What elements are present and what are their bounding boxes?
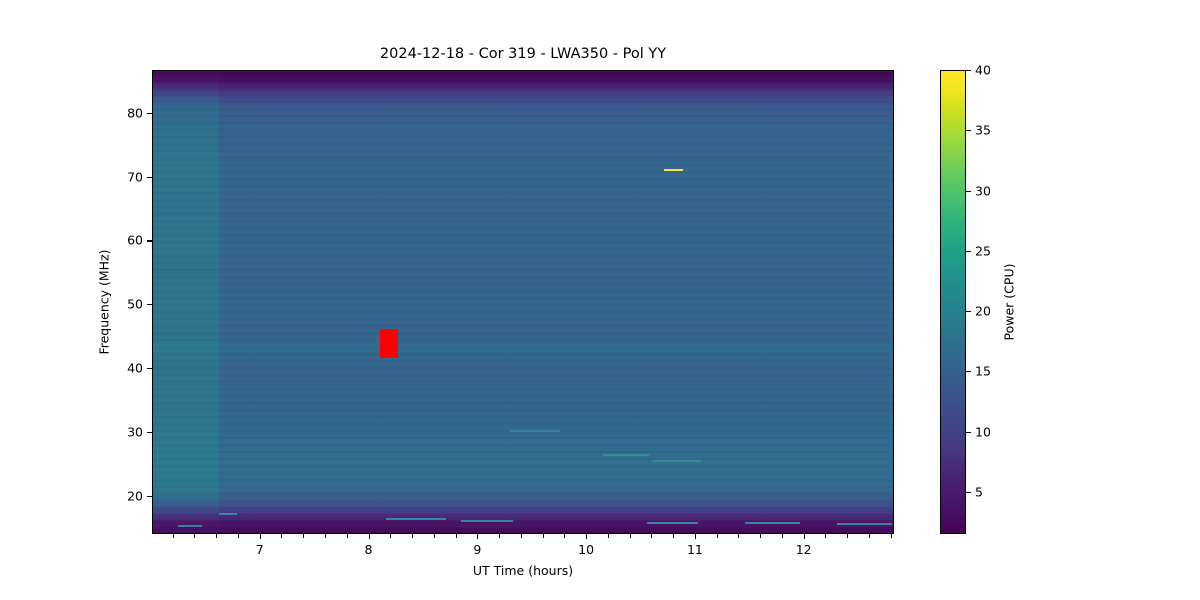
spectrum-segment-main (219, 71, 893, 533)
x-axis-tick-label: 7 (255, 542, 264, 557)
colorbar-tick-label: 25 (975, 243, 991, 259)
y-axis-tick-label: 60 (127, 232, 143, 248)
y-axis-tick (147, 112, 152, 114)
x-axis-tick (368, 534, 370, 539)
colorbar-tick (966, 250, 971, 252)
x-axis-minor-tick (172, 534, 174, 538)
y-axis-tick-label: 30 (127, 424, 143, 440)
colorbar-tick-label: 20 (975, 303, 991, 319)
x-axis-minor-tick (520, 534, 522, 538)
streak-e (385, 518, 446, 521)
x-axis-minor-tick (194, 534, 196, 538)
colorbar-tick-label: 30 (975, 183, 991, 199)
y-axis-tick-label: 80 (127, 105, 143, 121)
x-axis-minor-tick (847, 534, 849, 538)
x-axis-label: UT Time (hours) (472, 563, 574, 578)
x-axis-tick (586, 534, 588, 539)
x-axis-minor-tick (825, 534, 827, 538)
y-axis-tick-label: 70 (127, 169, 143, 185)
x-axis-minor-tick (760, 534, 762, 538)
x-axis-minor-tick (281, 534, 283, 538)
x-axis-minor-tick (324, 534, 326, 538)
x-axis-minor-tick (390, 534, 392, 538)
streak-h (744, 522, 801, 525)
y-axis-label: Frequency (MHz) (96, 249, 112, 355)
x-axis-minor-tick (499, 534, 501, 538)
spectrum-segment-early (153, 71, 220, 533)
x-axis-minor-tick (868, 534, 870, 538)
dynamic-spectrum-heatmap[interactable] (152, 70, 894, 534)
streak-d (178, 525, 202, 528)
y-axis-tick (147, 176, 152, 178)
x-axis-tick (259, 534, 261, 539)
x-axis-tick-label: 12 (795, 542, 812, 557)
x-axis-minor-tick (303, 534, 305, 538)
x-axis-minor-tick (629, 534, 631, 538)
y-axis-tick (147, 495, 152, 497)
x-axis-tick (803, 534, 805, 539)
colorbar-tick (966, 431, 971, 433)
colorbar-tick-label: 35 (975, 122, 991, 138)
x-axis-minor-tick (564, 534, 566, 538)
colorbar-tick-label: 40 (975, 62, 991, 78)
x-axis-minor-tick (216, 534, 218, 538)
y-axis-tick (147, 368, 152, 370)
colorbar-tick (966, 491, 971, 493)
x-axis-minor-tick (781, 534, 783, 538)
y-axis-tick (147, 431, 152, 433)
x-axis-minor-tick (237, 534, 239, 538)
y-axis-tick-label: 20 (127, 488, 143, 504)
colorbar-tick (966, 130, 971, 132)
x-axis-tick (477, 534, 479, 539)
colorbar-tick (966, 371, 971, 373)
x-axis-tick-label: 10 (578, 542, 595, 557)
streak-f (460, 519, 514, 522)
colorbar-tick (966, 190, 971, 192)
x-axis-minor-tick (542, 534, 544, 538)
x-axis-minor-tick (651, 534, 653, 538)
x-axis-minor-tick (455, 534, 457, 538)
colorbar[interactable] (940, 70, 966, 534)
x-axis-minor-tick (412, 534, 414, 538)
streak-c (652, 459, 702, 462)
colorbar-tick-label: 15 (975, 363, 991, 379)
x-axis-minor-tick (890, 534, 892, 538)
y-axis-tick (147, 304, 152, 306)
x-axis-tick (694, 534, 696, 539)
x-axis-minor-tick (673, 534, 675, 538)
x-axis-minor-tick (607, 534, 609, 538)
x-axis-minor-tick (716, 534, 718, 538)
colorbar-tick-label: 10 (975, 424, 991, 440)
y-axis-tick (147, 240, 152, 242)
colorbar-tick-label: 5 (975, 484, 983, 500)
spectrum-channel-striping (153, 71, 893, 533)
x-axis-minor-tick (738, 534, 740, 538)
colorbar-tick (966, 70, 971, 72)
x-axis-minor-tick (433, 534, 435, 538)
rfi-flag-box (380, 328, 398, 358)
page-title: 2024-12-18 - Cor 319 - LWA350 - Pol YY (379, 46, 667, 62)
x-axis-minor-tick (346, 534, 348, 538)
streak-b (603, 453, 650, 456)
bright-emission-streak (664, 169, 683, 172)
streak-g (646, 522, 699, 525)
y-axis-tick-label: 40 (127, 360, 143, 376)
streak-j (219, 513, 237, 516)
y-axis-tick-label: 50 (127, 296, 143, 312)
streak-i (837, 522, 892, 525)
streak-a (509, 429, 560, 432)
colorbar-tick (966, 311, 971, 313)
colorbar-label: Power (CPU) (1001, 263, 1017, 341)
x-axis-tick-label: 11 (686, 542, 703, 557)
x-axis-tick-label: 9 (473, 542, 482, 557)
x-axis-tick-label: 8 (364, 542, 373, 557)
